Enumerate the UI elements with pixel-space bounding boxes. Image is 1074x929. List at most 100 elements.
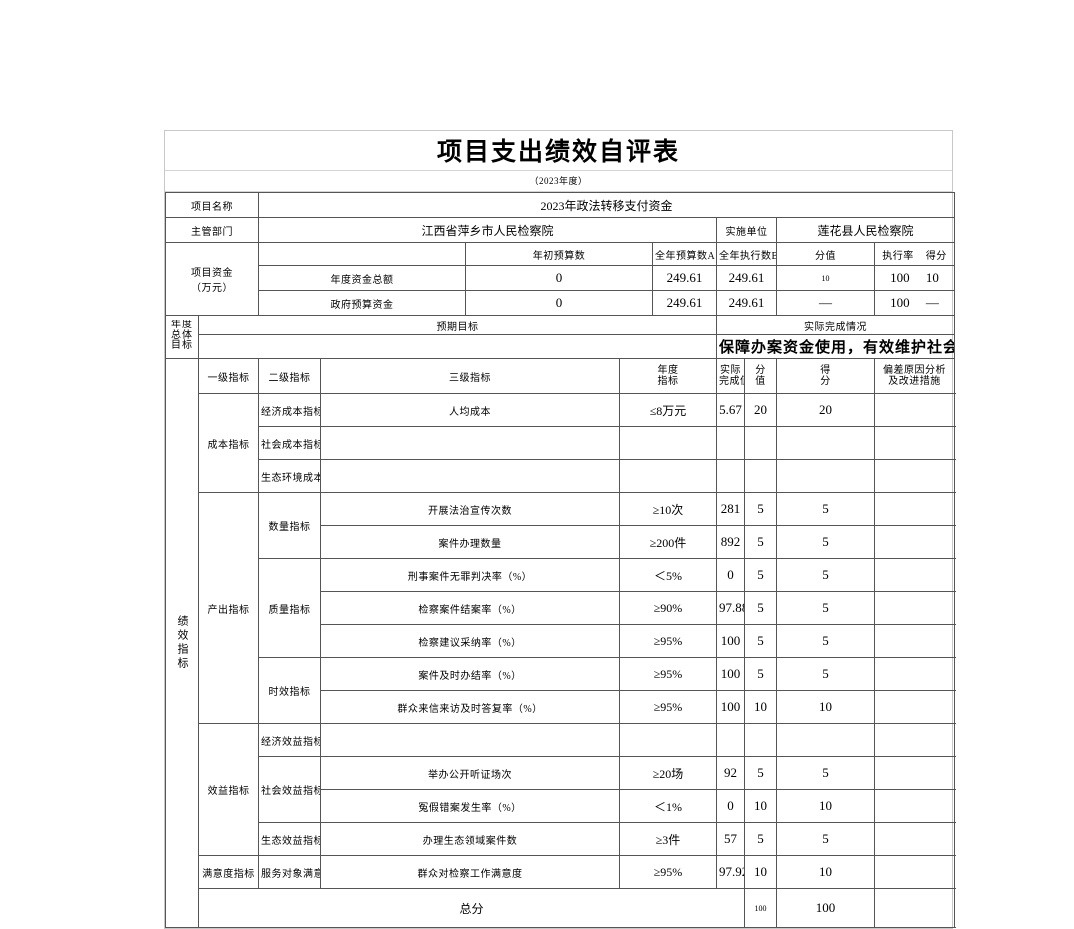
funds-label-line2: （万元） — [191, 283, 233, 295]
score-public-hearings: 5 — [776, 756, 875, 791]
level2-timeliness: 时效指标 — [258, 657, 321, 725]
header-year-exec: 全年执行数B — [716, 242, 777, 267]
deviation-per-capita-cost — [873, 393, 956, 428]
actual-closure-rate: 97.88 — [716, 591, 745, 626]
level1-satisfaction: 满意度指标 — [198, 855, 259, 890]
level2-eco-benefit: 生态效益指标 — [258, 822, 321, 857]
scorevalue-acquittal-rate: 5 — [744, 558, 777, 593]
actual-timely-closure: 100 — [716, 657, 745, 692]
funds-begin-budget-gov: 0 — [465, 290, 653, 317]
funds-begin-budget-total: 0 — [465, 265, 653, 292]
header-score-l2: 分 — [820, 376, 831, 388]
header-actual-l2: 完成值 — [719, 376, 744, 388]
level3-economic-benefit — [320, 723, 620, 758]
performance-evaluation-sheet: 项目支出绩效自评表 （2023年度） 项目名称 2023年政法转移支付资金 — [164, 130, 956, 929]
page-title: 项目支出绩效自评表 — [436, 139, 680, 166]
table-row: 满意度指标 服务对象满意度 群众对检察工作满意度 ≥95% 97.92 10 1… — [166, 855, 956, 890]
overall-goal-value-row: 保障办案资金使用，有效维护社会稳 — [166, 334, 956, 360]
target-suggestion-adoption: ≥95% — [619, 624, 717, 659]
score-social-cost — [776, 426, 875, 461]
total-row: 总分 100 100 — [166, 888, 956, 929]
actual-public-hearings: 92 — [716, 756, 745, 791]
scorevalue-petition-reply: 10 — [744, 690, 777, 725]
overall-goal-line2: 总体 — [171, 329, 193, 341]
header-score: 得分 — [925, 250, 947, 262]
perf-header-row: 绩效指标 一级指标 二级指标 三级指标 年度 指标 实际 完成值 分 值 得 分 — [165, 358, 956, 929]
perf-side-label-text: 绩效指标 — [176, 615, 189, 672]
deviation-wrongful-case-rate — [873, 789, 956, 824]
funds-blank-cell — [258, 242, 466, 267]
actual-law-publicity: 281 — [716, 492, 745, 527]
overall-goal-line1: 年度 — [171, 320, 193, 331]
table-row: 群众来信来访及时答复率（%） ≥95% 100 10 10 — [166, 690, 956, 725]
scorevalue-public-hearings: 5 — [744, 756, 777, 791]
deviation-case-count — [873, 525, 956, 560]
funds-year-exec-gov: 249.61 — [716, 290, 777, 317]
header-deviation: 偏差原因分析 及改进措施 — [873, 358, 956, 395]
project-name-label: 项目名称 — [165, 192, 259, 219]
perf-side-label-wrap: 绩效指标 — [167, 615, 198, 672]
funds-score-total: 10 — [925, 270, 939, 286]
total-deviation — [873, 888, 956, 929]
funds-label-gov: 政府预算资金 — [258, 290, 466, 317]
score-per-capita-cost: 20 — [776, 393, 875, 428]
actual-social-cost — [716, 426, 745, 461]
target-petition-reply: ≥95% — [619, 690, 717, 725]
overall-goal-line3: 目标 — [171, 340, 193, 352]
score-eco-cases: 5 — [776, 822, 875, 857]
scorevalue-social-cost — [744, 426, 777, 461]
header-level1: 一级指标 — [198, 358, 259, 395]
target-social-cost — [619, 426, 717, 461]
scorevalue-economic-benefit — [744, 723, 777, 758]
score-wrongful-case-rate: 10 — [776, 789, 875, 824]
level3-petition-reply: 群众来信来访及时答复率（%） — [320, 690, 620, 725]
deviation-public-hearings — [873, 756, 956, 791]
funds-score-value-total: 10 — [776, 265, 875, 292]
deviation-closure-rate — [873, 591, 956, 626]
funds-exec-rate-total: 100 — [890, 270, 910, 286]
scorevalue-eco-env-cost — [744, 459, 777, 494]
target-case-count: ≥200件 — [619, 525, 717, 560]
expected-goal-text — [198, 334, 717, 360]
evaluation-table: 项目名称 2023年政法转移支付资金 主管部门 江西省萍乡市人民检察院 实施单位… — [165, 192, 956, 929]
target-economic-benefit — [619, 723, 717, 758]
actual-public-satisfaction: 97.92 — [716, 855, 745, 890]
funds-row-gov: 政府预算资金 0 249.61 249.61 — 100 — — [166, 290, 956, 317]
actual-wrongful-case-rate: 0 — [716, 789, 745, 824]
score-suggestion-adoption: 5 — [776, 624, 875, 659]
target-wrongful-case-rate: ＜1% — [619, 789, 717, 824]
actual-economic-benefit — [716, 723, 745, 758]
funds-label-annual-total: 年度资金总额 — [258, 265, 466, 292]
level3-eco-env-cost — [320, 459, 620, 494]
total-score: 100 — [776, 888, 875, 929]
level2-quality: 质量指标 — [258, 558, 321, 659]
header-year-budget: 全年预算数A — [652, 242, 717, 267]
level2-eco-env-cost: 生态环境成本指标 — [258, 459, 321, 494]
header-actual: 实际 完成值 — [716, 358, 745, 395]
actual-goal-header: 实际完成情况 — [715, 315, 956, 336]
scorevalue-law-publicity: 5 — [744, 492, 777, 527]
level3-wrongful-case-rate: 冤假错案发生率（%） — [320, 789, 620, 824]
table-row: 社会成本指标 — [166, 426, 956, 461]
funds-score-value-gov: — — [776, 290, 875, 317]
level2-social-cost: 社会成本指标 — [258, 426, 321, 461]
scorevalue-per-capita-cost: 20 — [744, 393, 777, 428]
actual-per-capita-cost: 5.67 — [716, 393, 745, 428]
scorevalue-wrongful-case-rate: 10 — [744, 789, 777, 824]
perf-side-label: 绩效指标 — [165, 358, 199, 929]
level1-benefit: 效益指标 — [198, 723, 259, 857]
scorevalue-suggestion-adoption: 5 — [744, 624, 777, 659]
level3-suggestion-adoption: 检察建议采纳率（%） — [320, 624, 620, 659]
funds-header-row: 项目资金 （万元） 年初预算数 全年预算数A 全年执行数B 分值 执行率 得分 — [165, 242, 956, 317]
table-row: 冤假错案发生率（%） ＜1% 0 10 10 — [166, 789, 956, 824]
table-row: 社会效益指标 举办公开听证场次 ≥20场 92 5 5 — [166, 756, 956, 824]
level3-timely-closure: 案件及时办结率（%） — [320, 657, 620, 692]
target-public-hearings: ≥20场 — [619, 756, 717, 791]
table-row: 产出指标 数量指标 开展法治宣传次数 ≥10次 281 5 5 — [166, 492, 956, 725]
level2-service-satisfaction: 服务对象满意度 — [258, 855, 321, 890]
level2-economic-cost: 经济成本指标 — [258, 393, 321, 428]
header-score-value-l2: 值 — [755, 376, 766, 388]
scorevalue-case-count: 5 — [744, 525, 777, 560]
target-eco-cases: ≥3件 — [619, 822, 717, 857]
department-row: 主管部门 江西省萍乡市人民检察院 实施单位 莲花县人民检察院 — [165, 217, 956, 244]
